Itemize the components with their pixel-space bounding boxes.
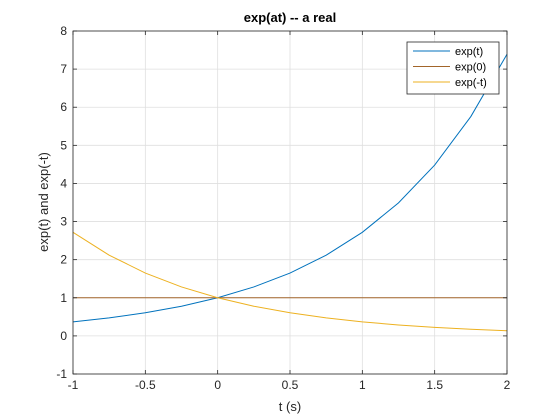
y-tick-label: -1 — [56, 367, 67, 381]
series-lines — [72, 54, 508, 332]
axis-ticks: -1 -0.5 0 0.5 1 1.5 2 -1 0 1 2 3 4 5 6 7 8 — [56, 24, 510, 392]
y-tick-label: 0 — [60, 329, 67, 343]
y-tick-label: 2 — [60, 253, 67, 267]
x-tick-label: 1.5 — [426, 378, 443, 392]
x-tick-label: 2 — [504, 378, 511, 392]
x-tick-label: 1 — [359, 378, 366, 392]
y-tick-label: 5 — [60, 138, 67, 152]
chart-title: exp(at) -- a real — [244, 10, 336, 25]
x-tick-label: -1 — [68, 378, 79, 392]
legend-entry: exp(-t) — [455, 77, 487, 89]
y-tick-label: 1 — [60, 291, 67, 305]
x-axis-label: t (s) — [279, 399, 301, 414]
x-tick-label: 0 — [214, 378, 221, 392]
y-tick-label: 7 — [60, 62, 67, 76]
series-line-exp(t) — [72, 54, 508, 323]
y-tick-label: 6 — [60, 100, 67, 114]
x-tick-label: -0.5 — [135, 378, 156, 392]
legend-entry: exp(0) — [455, 62, 486, 74]
series-line-exp(-t) — [72, 231, 508, 332]
y-tick-label: 4 — [60, 176, 67, 190]
y-tick-label: 8 — [60, 24, 67, 38]
y-axis-label: exp(t) and exp(-t) — [36, 152, 51, 252]
y-tick-label: 3 — [60, 215, 67, 229]
x-tick-label: 0.5 — [282, 378, 299, 392]
legend-entry: exp(t) — [455, 46, 483, 58]
legend: exp(t) exp(0) exp(-t) — [406, 41, 500, 95]
